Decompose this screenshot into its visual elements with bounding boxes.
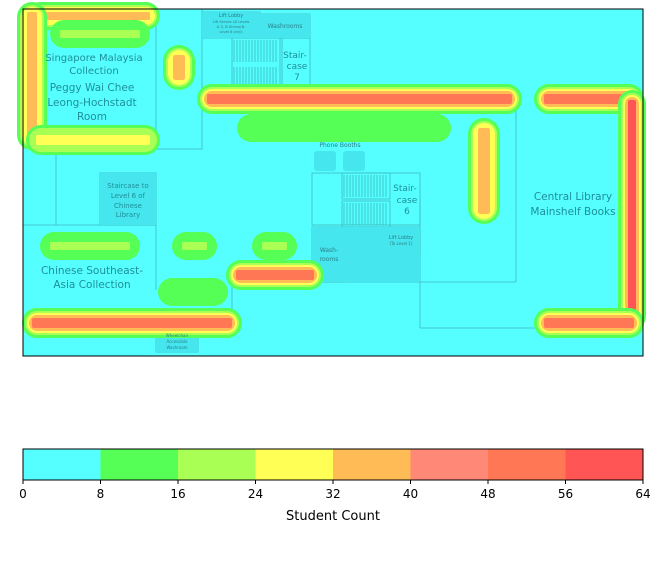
colorbar-segment	[565, 449, 644, 480]
room-label: Leong-Hochstadt	[47, 97, 136, 109]
room-label: Asia Collection	[53, 279, 130, 291]
heat-blob	[158, 278, 228, 306]
room-label: Washrooms	[268, 23, 303, 30]
room-label: Collection	[69, 66, 118, 77]
room-label: Library	[116, 211, 140, 219]
room-label: Mainshelf Books	[530, 206, 615, 218]
room-label: case	[287, 62, 308, 72]
heat-blob	[17, 2, 47, 150]
colorbar-segment	[488, 449, 566, 480]
map-border	[22, 8, 644, 357]
colorbar-tick-label: 8	[97, 487, 105, 501]
room-label: Wash-	[320, 247, 338, 254]
room-label: (To Level 1)	[390, 241, 413, 246]
heat-blob	[163, 45, 195, 90]
heat-blob	[197, 84, 522, 114]
room-label: Room	[77, 111, 107, 123]
room-label: rooms	[320, 256, 339, 263]
room-label: Peggy Wai Chee	[50, 82, 135, 94]
colorbar-ticks: 0 8 16 24 32 40 48 56 64	[19, 480, 651, 501]
room-label: Chinese Southeast-	[41, 265, 143, 277]
room-label: Lift Serves L8 Levels	[213, 20, 250, 24]
room-label: Lift Lobby	[219, 13, 244, 19]
room-label: Stair-	[283, 51, 307, 61]
room-label: & 5, B-Shima(B-	[217, 25, 246, 29]
heat-blob	[50, 20, 150, 48]
room-label: Phone Booths	[319, 142, 360, 149]
heat-blob	[534, 84, 644, 114]
colorbar-segment	[23, 449, 101, 480]
heat-blob	[172, 232, 217, 260]
heat-blob	[40, 232, 140, 260]
room-labels: Singapore Malaysia Collection Peggy Wai …	[41, 13, 616, 350]
colorbar-label: Student Count	[286, 509, 380, 524]
heat-blob	[237, 114, 451, 142]
heat-blob	[534, 308, 644, 338]
colorbar-segment	[255, 449, 334, 480]
colorbar-segments	[23, 449, 644, 480]
room-label: Washroom	[166, 345, 187, 350]
heat-blob	[252, 232, 297, 260]
heat-blob	[618, 90, 646, 330]
room-label: case	[397, 196, 418, 206]
colorbar-tick-label: 40	[403, 487, 418, 501]
room-label: Chinese	[114, 202, 142, 210]
floor-plan-shaded-areas	[100, 12, 420, 352]
room-label: Staircase to	[107, 182, 149, 190]
room-label: Level 6 only)	[219, 30, 243, 34]
colorbar-tick-label: 24	[248, 487, 263, 501]
room-label: Central Library	[534, 191, 612, 203]
room-label: 6	[404, 207, 410, 217]
colorbar: 0 8 16 24 32 40 48 56 64 Student Count	[19, 448, 651, 524]
room-label: Wheelchair	[166, 333, 189, 338]
heat-blob	[26, 125, 160, 155]
colorbar-tick-label: 56	[558, 487, 573, 501]
heat-blob	[22, 308, 242, 338]
colorbar-tick-label: 32	[325, 487, 340, 501]
room-label: 7	[294, 73, 300, 83]
colorbar-tick-label: 16	[170, 487, 185, 501]
heat-blob	[468, 118, 500, 224]
colorbar-segment	[100, 449, 179, 480]
colorbar-tick-label: 64	[635, 487, 650, 501]
colorbar-tick-label: 48	[480, 487, 495, 501]
colorbar-segment	[410, 449, 489, 480]
colorbar-tick-label: 0	[19, 487, 27, 501]
room-label: Level 6 of	[111, 192, 146, 200]
colorbar-segment	[178, 449, 256, 480]
room-label: Stair-	[393, 184, 417, 194]
colorbar-segment	[333, 449, 411, 480]
room-label: Lift Lobby	[389, 235, 414, 241]
heat-blob	[226, 260, 324, 290]
room-label: Singapore Malaysia	[45, 53, 142, 64]
floor-plan-map: Singapore Malaysia Collection Peggy Wai …	[17, 2, 646, 357]
heat-layer	[17, 2, 646, 338]
room-label: Accessible	[167, 339, 188, 344]
